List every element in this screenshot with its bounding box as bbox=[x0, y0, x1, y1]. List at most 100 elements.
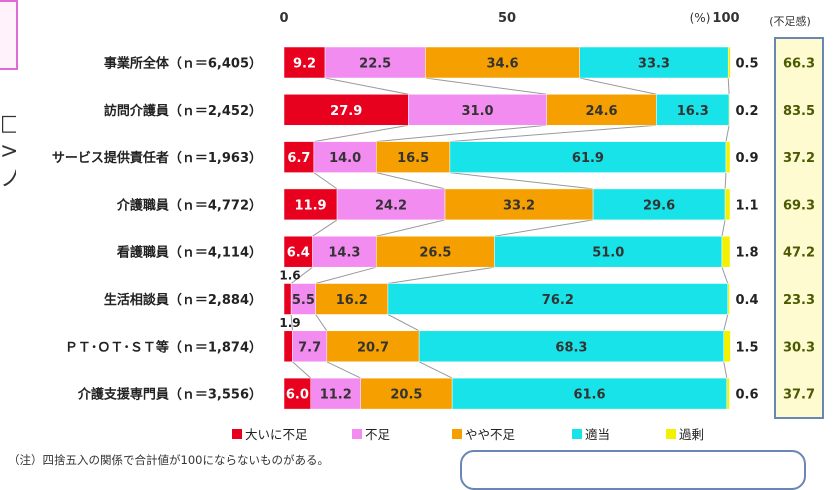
data-label: 11.9 bbox=[294, 198, 326, 213]
callout-box bbox=[460, 450, 806, 490]
data-label: 26.5 bbox=[419, 246, 451, 261]
bar-segment bbox=[451, 377, 728, 410]
connector-line bbox=[494, 219, 594, 237]
shortage-value: 37.2 bbox=[783, 151, 815, 166]
category-label: サービス提供責任者（ｎ＝1,963） bbox=[52, 150, 262, 166]
data-label: 16.5 bbox=[397, 151, 429, 166]
connector-line bbox=[313, 172, 338, 190]
connector-line bbox=[723, 314, 729, 331]
data-label: 61.6 bbox=[573, 388, 605, 403]
connector-line bbox=[449, 172, 594, 190]
data-label: 24.2 bbox=[375, 198, 407, 213]
shortage-value: 66.3 bbox=[783, 57, 815, 72]
data-label: 1.9 bbox=[279, 316, 300, 330]
bar-segment bbox=[283, 188, 338, 221]
bar-segment bbox=[326, 330, 420, 363]
data-label: 1.6 bbox=[279, 269, 300, 283]
bar-segment bbox=[283, 235, 313, 268]
connector-line bbox=[312, 219, 338, 237]
data-label: 14.3 bbox=[328, 246, 360, 261]
bar-segment bbox=[290, 283, 316, 315]
connector-line bbox=[376, 172, 446, 190]
bar-segment bbox=[376, 141, 451, 173]
legend-label: 大いに不足 bbox=[245, 427, 308, 442]
connector-line bbox=[315, 314, 328, 332]
bar-segment bbox=[725, 141, 731, 173]
connector-line bbox=[290, 266, 313, 284]
connector-line bbox=[313, 124, 409, 143]
data-label: 33.3 bbox=[638, 57, 670, 72]
legend-swatch bbox=[572, 429, 582, 439]
shortage-value: 30.3 bbox=[783, 340, 815, 355]
x-tick-label: 0 bbox=[279, 11, 288, 26]
x-unit-label: (%) bbox=[690, 11, 711, 25]
category-label: 看護職員（ｎ＝4,114） bbox=[117, 245, 262, 261]
bar-segment bbox=[728, 94, 731, 126]
connector-line bbox=[290, 314, 293, 331]
connector-line bbox=[387, 266, 495, 284]
bar-segment bbox=[546, 94, 657, 126]
data-label: 68.3 bbox=[555, 340, 587, 355]
bar-segment bbox=[292, 330, 328, 363]
legend-swatch bbox=[352, 429, 362, 439]
chart-note: （注）四捨五入の関係で合計値が100にならないものがある。 bbox=[8, 453, 329, 467]
data-label: 1.1 bbox=[735, 198, 758, 213]
bar-segment bbox=[310, 377, 361, 410]
connector-line bbox=[418, 361, 453, 379]
data-label: 34.6 bbox=[487, 57, 519, 72]
left-edge-decoration bbox=[0, 0, 18, 70]
connector-line bbox=[579, 77, 657, 95]
legend-label: 不足 bbox=[365, 427, 391, 442]
connector-line bbox=[723, 361, 728, 379]
bar-segment bbox=[444, 188, 594, 221]
data-label: 11.2 bbox=[320, 388, 352, 403]
bar-segment bbox=[726, 377, 730, 410]
shortage-value: 23.3 bbox=[783, 293, 815, 308]
bar-segment bbox=[312, 235, 377, 268]
bar-segment bbox=[579, 46, 729, 79]
data-label: 31.0 bbox=[462, 104, 494, 119]
connector-line bbox=[292, 361, 312, 379]
shortage-header: (不足感) bbox=[769, 15, 811, 28]
data-label: 29.6 bbox=[643, 198, 675, 213]
shortage-value: 47.2 bbox=[783, 246, 815, 261]
connector-line bbox=[449, 124, 657, 143]
data-label: 0.2 bbox=[735, 104, 758, 119]
left-edge-cropped-glyphs: □ > ノ bbox=[0, 111, 16, 192]
bar-segment bbox=[387, 283, 729, 315]
shortage-value: 37.7 bbox=[783, 388, 815, 403]
stacked-bar-chart: 0 50 100(%) (不足感) 事業所全体（ｎ＝6,405） 9.2 22.5 34.6 3… bbox=[52, 11, 824, 442]
data-label: 1.8 bbox=[735, 246, 758, 261]
data-label: 0.9 bbox=[735, 151, 758, 166]
bar-segment bbox=[283, 46, 326, 79]
legend-label: 適当 bbox=[585, 427, 610, 442]
bar-segment bbox=[449, 141, 727, 173]
x-tick-label: 100 bbox=[712, 11, 739, 26]
connector-line bbox=[721, 219, 726, 237]
connector-line bbox=[721, 267, 729, 284]
data-label: 16.2 bbox=[336, 293, 368, 308]
category-label: 事業所全体（ｎ＝6,405） bbox=[104, 56, 262, 72]
data-label: 6.0 bbox=[286, 388, 309, 403]
legend-swatch bbox=[452, 429, 462, 439]
connector-line bbox=[387, 314, 420, 332]
data-label: 20.7 bbox=[357, 340, 389, 355]
bar-segment bbox=[408, 94, 547, 126]
bar-segment bbox=[283, 377, 312, 410]
data-label: 1.5 bbox=[735, 340, 758, 355]
bar-segment bbox=[313, 141, 377, 173]
bar-segment bbox=[315, 283, 389, 315]
bar-segment bbox=[724, 188, 731, 221]
connector-line bbox=[324, 77, 409, 95]
connector-line bbox=[725, 125, 730, 142]
connector-line bbox=[376, 219, 446, 237]
data-label: 5.5 bbox=[292, 293, 315, 308]
category-label: ＰＴ･ＯＴ･ＳＴ等（ｎ＝1,874） bbox=[65, 339, 262, 355]
category-label: 介護支援専門員（ｎ＝3,556） bbox=[77, 387, 262, 403]
legend-swatch bbox=[666, 429, 676, 439]
shortage-panel bbox=[774, 37, 824, 419]
bar-segment bbox=[283, 283, 292, 315]
bar-segment bbox=[376, 235, 495, 268]
bar-segment bbox=[283, 141, 315, 173]
bar-segment bbox=[283, 330, 293, 363]
